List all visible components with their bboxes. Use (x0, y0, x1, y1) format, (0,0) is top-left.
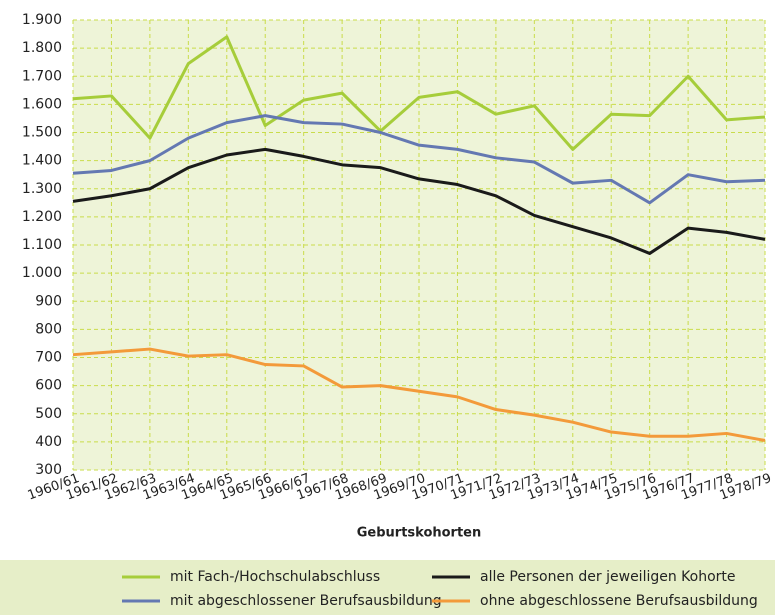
legend-background (0, 560, 775, 615)
y-tick-label: 400 (35, 434, 62, 450)
y-tick-label: 800 (35, 321, 62, 337)
legend-label: ohne abgeschlossene Berufsausbildung (480, 593, 758, 609)
y-tick-label: 300 (35, 462, 62, 478)
y-tick-label: 1.100 (22, 237, 62, 253)
y-tick-label: 1.200 (22, 209, 62, 225)
series-line (72, 35, 766, 151)
y-tick-label: 900 (35, 293, 62, 309)
y-tick-label: 700 (35, 350, 62, 366)
series-line (72, 347, 766, 442)
y-tick-label: 1.700 (22, 68, 62, 84)
y-tick-label: 1.500 (22, 125, 62, 141)
legend-label: mit Fach-/Hochschulabschluss (170, 569, 380, 585)
y-tick-label: 1.800 (22, 40, 62, 56)
y-tick-label: 1.000 (22, 265, 62, 281)
y-tick-label: 1.300 (22, 181, 62, 197)
series-line (72, 114, 766, 205)
legend-label: mit abgeschlossener Berufsausbildung (170, 593, 442, 609)
y-tick-label: 1.900 (22, 12, 62, 28)
legend-label: alle Personen der jeweiligen Kohorte (480, 569, 736, 585)
y-tick-label: 600 (35, 378, 62, 394)
y-tick-label: 1.400 (22, 153, 62, 169)
y-tick-label: 1.600 (22, 96, 62, 112)
y-tick-label: 500 (35, 406, 62, 422)
x-axis-title: Geburtskohorten (357, 526, 482, 541)
series-line (72, 147, 766, 255)
